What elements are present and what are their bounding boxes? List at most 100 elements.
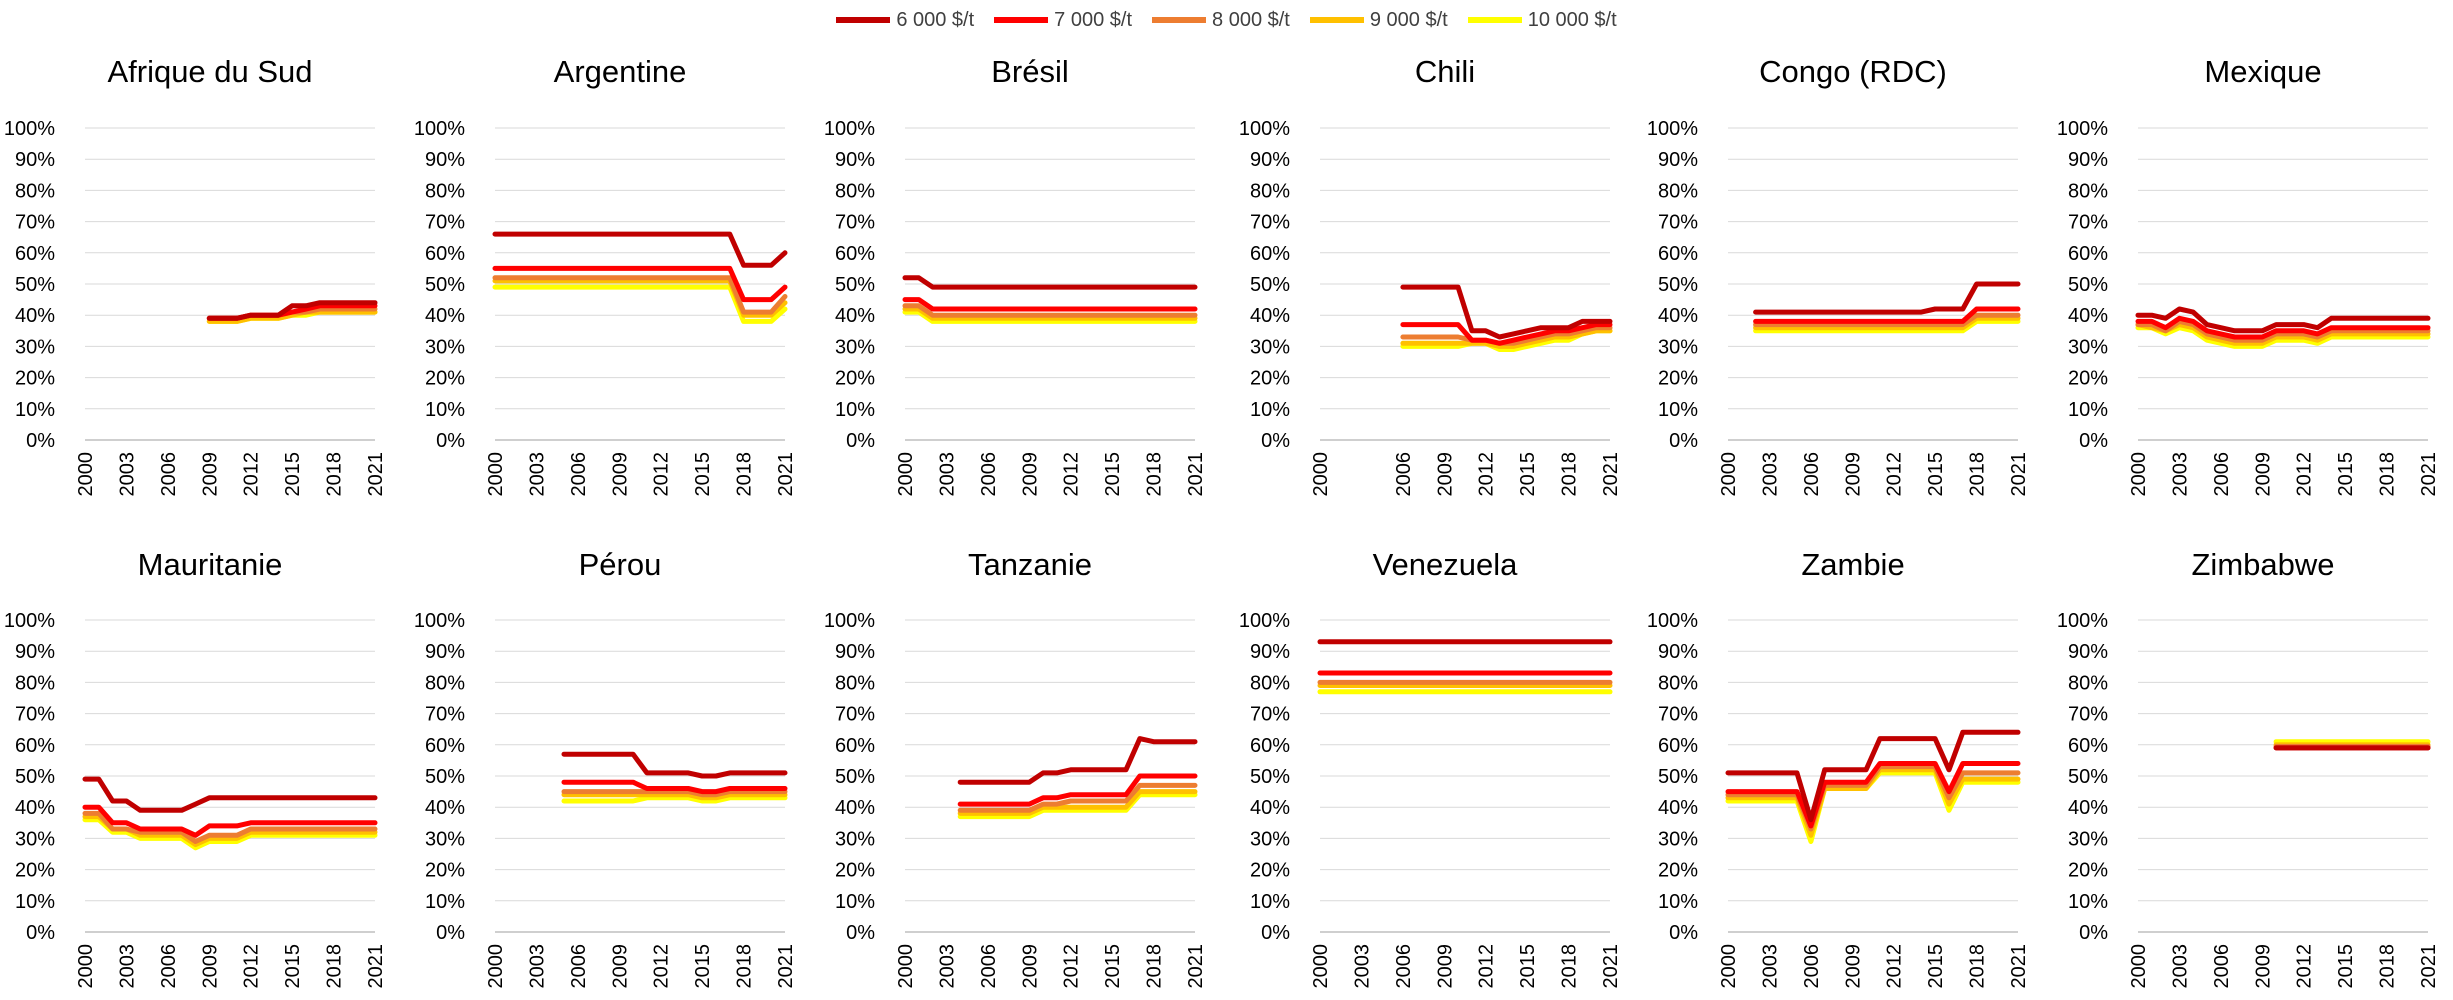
y-tick-label: 60% (1658, 735, 1698, 757)
y-tick-label: 10% (1658, 891, 1698, 913)
y-tick-label: 70% (2068, 212, 2108, 234)
legend-swatch (1309, 17, 1364, 23)
series-line (82, 810, 378, 844)
series-line (492, 265, 788, 303)
x-tick-label: 2018 (1967, 944, 1989, 989)
x-tick-label: 2006 (2211, 452, 2233, 497)
x-tick-label: 2000 (1310, 944, 1332, 989)
y-tick-label: 70% (1250, 212, 1290, 234)
chart-panel: Congo (RDC) 0% 10% 20% 30% 40% 50% 60% 70% 80% 90%… (1647, 54, 2030, 497)
x-tick-label: 2009 (1434, 452, 1456, 497)
legend-label: 9 000 $/t (1369, 8, 1448, 31)
y-tick-label: 20% (15, 368, 55, 390)
y-tick-label: 60% (15, 735, 55, 757)
y-tick-label: 80% (2068, 180, 2108, 202)
x-tick-label: 2018 (734, 944, 756, 989)
x-tick-label: 2009 (199, 944, 221, 989)
chart-title: Argentine (554, 54, 687, 89)
x-tick-label: 2000 (895, 944, 917, 989)
x-tick-label: 2009 (1842, 944, 1864, 989)
chart-panel: Venezuela 0% 10% 20% 30% 40% 50% 60% 70% 80% 90% 10… (1239, 547, 1622, 989)
series-line (2135, 318, 2431, 343)
y-tick-label: 20% (425, 860, 465, 882)
chart-panel: Mauritanie 0% 10% 20% 30% 40% 50% 60% 70% 80% 90% 1… (4, 547, 387, 989)
y-tick-label: 30% (15, 336, 55, 358)
x-tick-label: 2021 (775, 944, 797, 989)
y-tick-label: 40% (2068, 797, 2108, 819)
series-line (902, 275, 1198, 290)
series-line (2135, 325, 2431, 349)
y-tick-label: 50% (425, 766, 465, 788)
y-tick-label: 80% (15, 672, 55, 694)
x-tick-label: 2015 (1925, 944, 1947, 989)
x-tick-label: 2006 (1393, 452, 1415, 497)
x-tick-label: 2018 (1559, 452, 1581, 497)
series-line (1400, 322, 1613, 346)
x-tick-label: 2021 (1185, 452, 1207, 497)
legend-label: 7 000 $/t (1054, 8, 1133, 31)
x-tick-label: 2018 (2377, 452, 2399, 497)
y-tick-label: 90% (1250, 149, 1290, 171)
legend-label: 6 000 $/t (896, 8, 975, 31)
x-tick-label: 2015 (282, 452, 304, 497)
legend-label: 10 000 $/t (1527, 8, 1617, 31)
y-tick-label: 30% (15, 828, 55, 850)
legend-item-9000: 9 000 $/t (1309, 8, 1448, 32)
y-tick-label: 100% (4, 610, 55, 632)
series-line (1400, 328, 1613, 349)
x-tick-label: 2021 (2008, 452, 2030, 497)
chart-title: Tanzanie (968, 547, 1092, 582)
y-tick-label: 40% (835, 797, 875, 819)
y-tick-label: 100% (414, 118, 465, 140)
y-tick-label: 90% (2068, 149, 2108, 171)
y-tick-label: 100% (824, 610, 875, 632)
legend-item-7000: 7 000 $/t (994, 9, 1132, 32)
y-tick-label: 20% (1658, 368, 1698, 390)
x-tick-label: 2015 (1925, 452, 1947, 497)
y-tick-label: 50% (835, 274, 875, 296)
x-tick-label: 2015 (2335, 944, 2357, 989)
x-tick-label: 2006 (568, 452, 590, 497)
x-tick-label: 2018 (1144, 944, 1166, 989)
chart-title: Zimbabwe (2192, 547, 2335, 582)
x-tick-label: 2003 (526, 452, 548, 497)
chart-panel: Chili 0% 10% 20% 30% 40% 50% 60% 70% 80% 90% 100% 20… (1239, 54, 1622, 497)
series-line (1400, 284, 1613, 340)
x-tick-label: 2012 (1476, 944, 1498, 989)
y-tick-label: 40% (425, 305, 465, 327)
y-tick-label: 80% (835, 180, 875, 202)
y-tick-label: 10% (1658, 399, 1698, 421)
x-tick-label: 2018 (1967, 452, 1989, 497)
series-line (957, 789, 1198, 816)
y-tick-label: 70% (425, 704, 465, 726)
x-tick-label: 2000 (1718, 452, 1740, 497)
y-tick-label: 20% (425, 368, 465, 390)
x-tick-label: 2012 (1884, 452, 1906, 497)
y-tick-label: 20% (835, 368, 875, 390)
legend-swatch (1467, 17, 1522, 23)
series-line (1753, 315, 2021, 331)
x-tick-label: 2006 (1801, 944, 1823, 989)
x-tick-label: 2015 (692, 944, 714, 989)
x-tick-label: 2015 (1517, 452, 1539, 497)
y-tick-label: 30% (2068, 336, 2108, 358)
y-tick-label: 40% (15, 797, 55, 819)
y-tick-label: 40% (1658, 797, 1698, 819)
y-tick-label: 60% (1250, 735, 1290, 757)
y-tick-label: 70% (2068, 704, 2108, 726)
y-tick-label: 40% (1250, 305, 1290, 327)
y-tick-label: 90% (425, 641, 465, 663)
series-line (1753, 306, 2021, 324)
legend-swatch (994, 17, 1049, 23)
y-tick-label: 70% (15, 212, 55, 234)
y-tick-label: 100% (1239, 118, 1290, 140)
y-tick-label: 60% (835, 735, 875, 757)
y-tick-label: 40% (2068, 305, 2108, 327)
y-tick-label: 60% (2068, 735, 2108, 757)
y-tick-label: 30% (1658, 336, 1698, 358)
x-tick-label: 2003 (1759, 452, 1781, 497)
y-tick-label: 60% (425, 243, 465, 265)
x-tick-label: 2000 (2128, 944, 2150, 989)
x-tick-label: 2003 (1759, 944, 1781, 989)
series-line (492, 231, 788, 268)
